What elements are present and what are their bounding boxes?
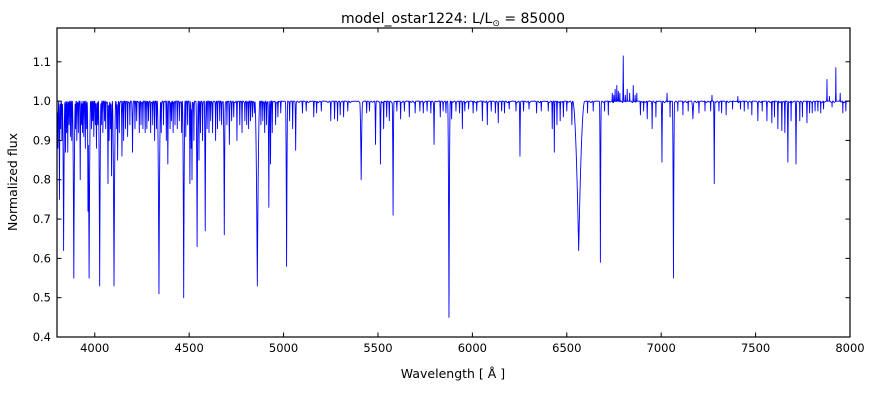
x-tick-label: 7500	[741, 341, 770, 355]
plot-border	[56, 27, 851, 338]
x-tick-label: 5500	[363, 341, 392, 355]
x-tick-label: 8000	[835, 341, 864, 355]
x-tick-label: 4000	[80, 341, 109, 355]
y-tick-label: 1.0	[33, 94, 51, 108]
y-tick-label: 1.1	[33, 55, 51, 69]
y-tick-label: 0.7	[33, 212, 51, 226]
y-tick-label: 0.4	[33, 330, 51, 344]
y-axis-label: Normalized flux	[5, 133, 20, 231]
y-tick-label: 0.5	[33, 291, 51, 305]
x-tick-label: 4500	[175, 341, 204, 355]
x-tick-label: 6000	[458, 341, 487, 355]
chart-title: model_ostar1224: L/L⊙ = 85000	[341, 11, 565, 29]
chart-layer: 4000 4500 5000 5500 6000 6500 7000 7500 8000 0.4 0…	[33, 27, 865, 355]
x-axis-label: Wavelength [ Å ]	[401, 366, 505, 381]
spectrum-line	[56, 55, 851, 318]
y-tick-label: 0.9	[33, 133, 51, 147]
x-tick-label: 7000	[647, 341, 676, 355]
y-tick-label: 0.6	[33, 251, 51, 265]
x-tick-label: 6500	[552, 341, 581, 355]
y-tick-label: 0.8	[33, 173, 51, 187]
x-tick-label: 5000	[269, 341, 298, 355]
